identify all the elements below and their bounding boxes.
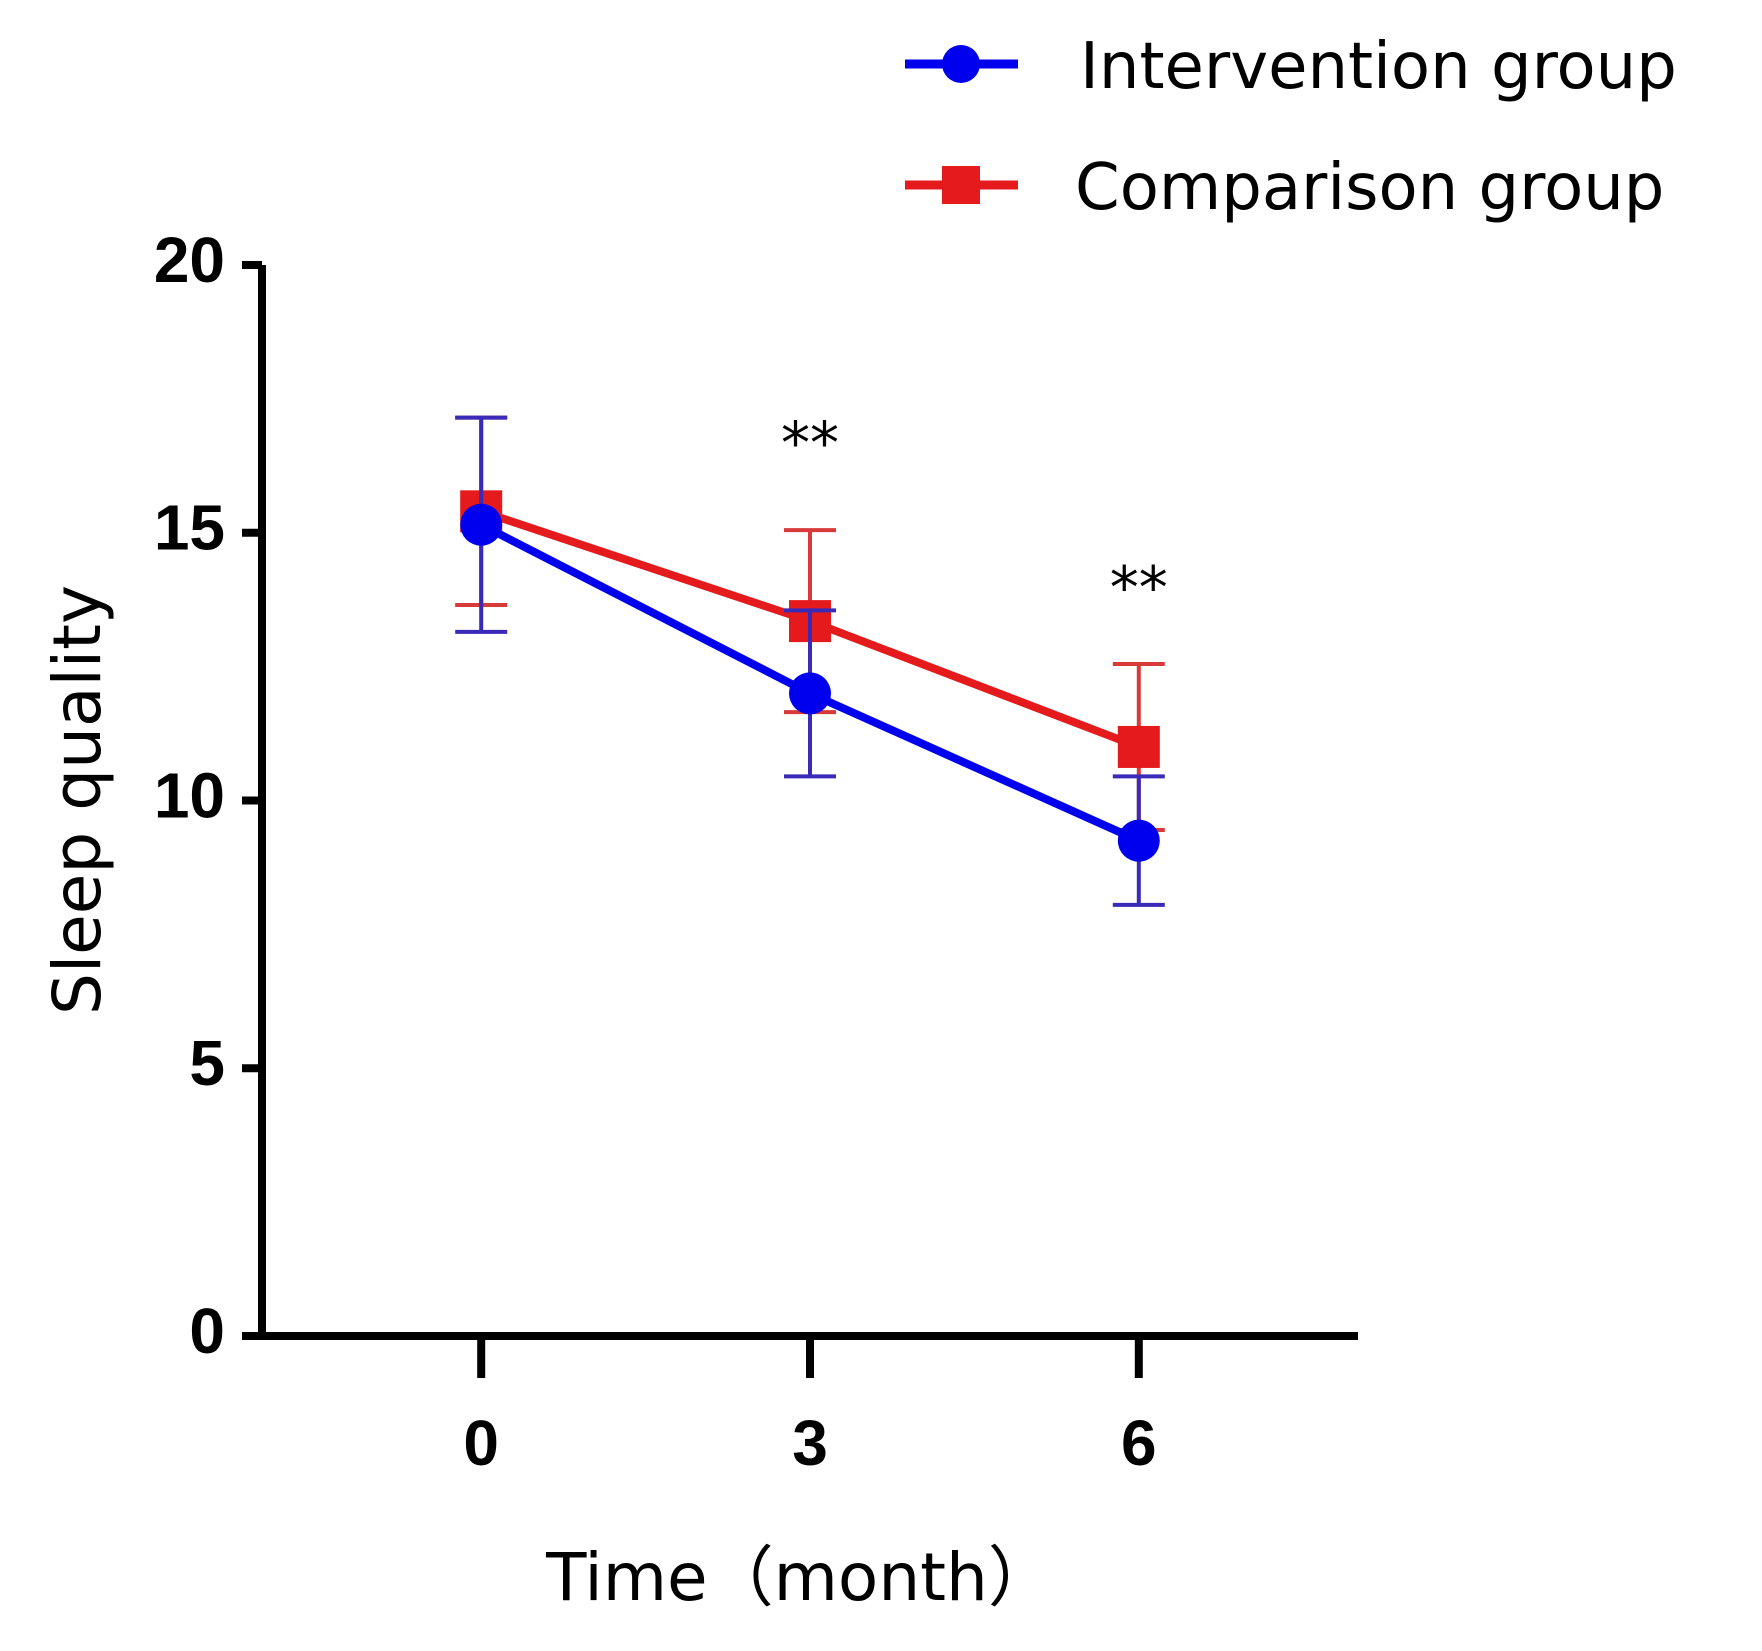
series-intervention xyxy=(455,415,1165,907)
significance-marker: ** xyxy=(1110,554,1168,622)
annotation-layer: ** ** xyxy=(781,409,1168,622)
y-tick-label: 10 xyxy=(154,759,225,831)
axes: 0 5 10 15 20 0 3 6 xyxy=(154,224,1358,1479)
x-axis-title: Time（month） xyxy=(545,1539,1054,1616)
legend: Intervention group Comparison group xyxy=(905,30,1677,225)
y-tick-label: 15 xyxy=(154,492,225,564)
legend-marker-circle xyxy=(942,45,980,83)
y-tick-label: 0 xyxy=(189,1295,225,1367)
legend-label-intervention: Intervention group xyxy=(1080,30,1677,104)
significance-marker: ** xyxy=(781,409,839,477)
legend-marker-square xyxy=(942,166,980,204)
legend-item-intervention: Intervention group xyxy=(905,30,1677,104)
x-tick-label: 0 xyxy=(463,1407,499,1479)
y-tick-label: 20 xyxy=(154,224,225,296)
data-point-intervention xyxy=(460,503,503,546)
legend-label-comparison: Comparison group xyxy=(1075,151,1664,225)
y-tick-label: 5 xyxy=(189,1027,225,1099)
y-axis-title: Sleep quality xyxy=(39,585,116,1015)
legend-item-comparison: Comparison group xyxy=(905,151,1664,225)
data-point-intervention xyxy=(1117,819,1160,862)
y-ticks: 0 5 10 15 20 xyxy=(154,224,262,1367)
data-point-comparison xyxy=(1117,725,1160,768)
series-layer xyxy=(455,415,1165,907)
data-point-intervention xyxy=(789,672,831,715)
x-tick-label: 3 xyxy=(792,1407,828,1479)
x-tick-label: 6 xyxy=(1121,1407,1157,1479)
x-ticks: 0 3 6 xyxy=(463,1336,1157,1479)
